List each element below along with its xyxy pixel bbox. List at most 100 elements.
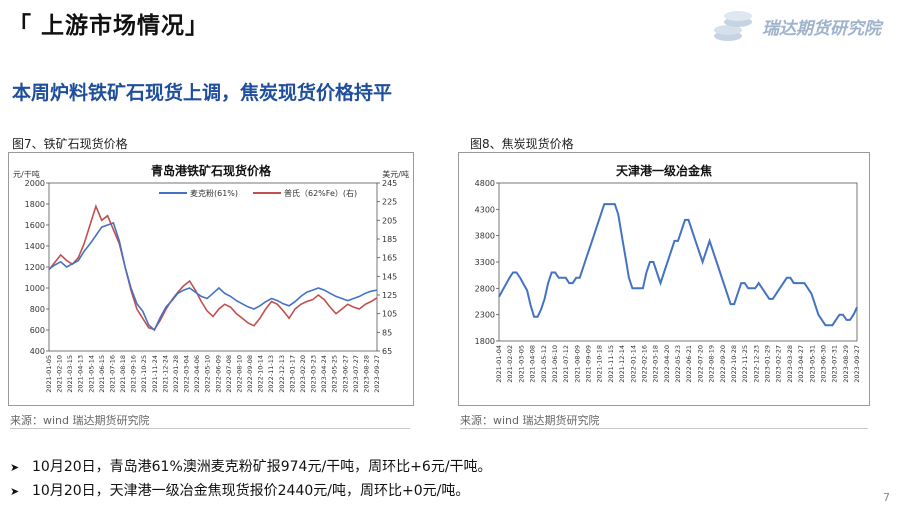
- iron-ore-chart: 青岛港铁矿石现货价格 元/干吨 美元/吨 400 600 800 1000 1200 1400 1…: [13, 163, 409, 393]
- y-axis-label-left: 元/干吨: [13, 169, 40, 179]
- y-right-tick-label: 85: [382, 328, 392, 337]
- x-tick-label: 2023-09-27: [373, 355, 381, 393]
- x-tick-label: 2021-12-14: [618, 345, 626, 383]
- x-tick-label: 2022-09-08: [246, 355, 254, 393]
- x-tick-label: 2022-05-23: [674, 345, 682, 383]
- x-tick-label: 2022-09-20: [719, 345, 727, 383]
- y-right-tick-label: 185: [382, 235, 397, 244]
- x-tick-label: 2021-05-12: [540, 345, 548, 383]
- x-tick-label: 2021-06-15: [98, 355, 106, 393]
- x-tick-label: 2021-01-04: [495, 345, 503, 383]
- y-tick-label: 1800: [475, 337, 495, 346]
- x-tick-label: 2023-04-27: [797, 345, 805, 383]
- source-note-iron-ore: 来源：wind 瑞达期货研究院: [10, 414, 150, 427]
- y-tick-label: 400: [30, 347, 45, 356]
- x-tick-label: 2021-03-15: [66, 355, 74, 393]
- y-right-tick-label: 65: [382, 347, 392, 356]
- arrow-bullet-icon: ➤: [10, 461, 20, 474]
- y-right-tick-label: 145: [382, 272, 397, 281]
- x-tick-label: 2021-10-25: [140, 355, 148, 393]
- figure-caption-coke: 图8、焦炭现货价格: [470, 137, 574, 151]
- x-tick-label: 2022-01-28: [172, 355, 180, 393]
- x-tick-label: 2022-01-14: [629, 345, 637, 383]
- bullet-item: ➤ 10月20日，青岛港61%澳洲麦克粉矿报974元/干吨，周环比+6元/干吨。: [10, 455, 492, 479]
- x-tick-label: 2023-02-27: [775, 345, 783, 383]
- chart-title: 青岛港铁矿石现货价格: [151, 163, 272, 178]
- x-tick-label: 2022-04-20: [663, 345, 671, 383]
- page-title: 「 上游市场情况」: [8, 13, 210, 39]
- y-tick-label: 600: [30, 326, 45, 335]
- divider: [460, 428, 868, 429]
- y-tick-label: 4800: [475, 179, 495, 188]
- x-tick-label: 2022-10-14: [257, 355, 265, 393]
- x-tick-label: 2022-10-28: [730, 345, 738, 383]
- x-tick-label: 2022-05-10: [204, 355, 212, 393]
- y-right-tick-label: 205: [382, 216, 397, 225]
- x-tick-label: 2021-09-16: [130, 355, 138, 393]
- y-axis-label-right: 美元/吨: [382, 169, 409, 179]
- x-tick-label: 2023-07-27: [352, 355, 360, 393]
- x-tick-label: 2022-11-13: [267, 355, 275, 393]
- x-tick-label: 2023-01-29: [764, 345, 772, 383]
- x-tick-label: 2021-11-15: [607, 345, 615, 383]
- x-tick-label: 2023-07-31: [831, 345, 839, 383]
- x-tick-label: 2021-04-13: [77, 355, 85, 393]
- y-tick-label: 1000: [25, 284, 45, 293]
- x-tick-label: 2022-08-19: [708, 345, 716, 383]
- x-tick-label: 2023-09-27: [853, 345, 861, 383]
- brand-logo: 瑞达期货研究院: [710, 6, 890, 46]
- slide-subtitle: 本周炉料铁矿石现货上调，焦炭现货价格持平: [12, 82, 393, 104]
- bullet-list: ➤ 10月20日，青岛港61%澳洲麦克粉矿报974元/干吨，周环比+6元/干吨。 …: [10, 455, 492, 503]
- series-line-mac-fines: [48, 221, 378, 332]
- x-tick-label: 2021-02-02: [506, 345, 514, 383]
- x-tick-label: 2022-06-21: [685, 345, 693, 383]
- series-line-coke: [498, 203, 858, 327]
- x-tick-label: 2021-01-05: [45, 355, 53, 393]
- x-tick-label: 2022-04-06: [193, 355, 201, 393]
- bullet-text: 10月20日，青岛港61%澳洲麦克粉矿报974元/干吨，周环比+6元/干吨。: [32, 459, 492, 475]
- bullet-text: 10月20日，天津港一级冶金焦现货报价2440元/吨，周环比+0元/吨。: [32, 483, 470, 499]
- x-tick-label: 2023-06-27: [341, 355, 349, 393]
- x-tick-label: 2023-06-30: [819, 345, 827, 383]
- page-number: 7: [883, 491, 890, 504]
- x-tick-label: 2023-05-31: [808, 345, 816, 383]
- x-tick-label: 2023-08-29: [842, 345, 850, 383]
- y-tick-label: 800: [30, 305, 45, 314]
- x-tick-label: 2022-08-10: [235, 355, 243, 393]
- coke-chart: 天津港一级冶金焦 1800 2300 2800 3300 3800 4300 4800 2021…: [475, 163, 861, 383]
- x-tick-label: 2021-08-18: [119, 355, 127, 393]
- legend-label-mac-fines: 麦克粉(61%): [190, 188, 238, 198]
- x-tick-label: 2023-01-17: [288, 355, 296, 393]
- iron-ore-chart-frame: 青岛港铁矿石现货价格 元/干吨 美元/吨 400 600 800 1000 1200 1400 1…: [8, 152, 414, 406]
- y-tick-label: 1800: [25, 200, 45, 209]
- source-note-coke: 来源：wind 瑞达期货研究院: [460, 414, 600, 427]
- y-right-tick-label: 225: [382, 198, 397, 207]
- series-line-platts: [48, 203, 378, 331]
- x-tick-label: 2022-03-18: [652, 345, 660, 383]
- x-tick-label: 2021-07-12: [562, 345, 570, 383]
- x-tick-label: 2022-03-04: [183, 355, 191, 393]
- x-tick-label: 2022-06-09: [214, 355, 222, 393]
- x-tick-label: 2021-08-09: [573, 345, 581, 383]
- y-tick-label: 2300: [475, 311, 495, 320]
- x-tick-label: 2022-07-20: [696, 345, 704, 383]
- x-tick-label: 2022-11-25: [741, 345, 749, 383]
- y-tick-label: 2000: [25, 179, 45, 188]
- x-tick-label: 2021-04-08: [529, 345, 537, 383]
- bullet-item: ➤ 10月20日，天津港一级冶金焦现货报价2440元/吨，周环比+0元/吨。: [10, 479, 492, 503]
- x-tick-label: 2021-07-16: [108, 355, 116, 393]
- y-tick-label: 1400: [25, 242, 45, 251]
- y-right-tick-label: 165: [382, 254, 397, 263]
- x-tick-label: 2023-03-28: [786, 345, 794, 383]
- x-tick-label: 2023-08-28: [362, 355, 370, 393]
- x-tick-label: 2021-02-10: [56, 355, 64, 393]
- x-tick-label: 2021-09-09: [585, 345, 593, 383]
- coin-stack-icon: [714, 11, 752, 41]
- x-tick-label: 2022-12-23: [752, 345, 760, 383]
- x-tick-label: 2021-11-24: [151, 355, 159, 393]
- divider: [10, 428, 410, 429]
- x-tick-label: 2022-12-13: [278, 355, 286, 393]
- logo-text: 瑞达期货研究院: [762, 19, 881, 39]
- y-tick-label: 3800: [475, 232, 495, 241]
- x-tick-label: 2021-12-24: [161, 355, 169, 393]
